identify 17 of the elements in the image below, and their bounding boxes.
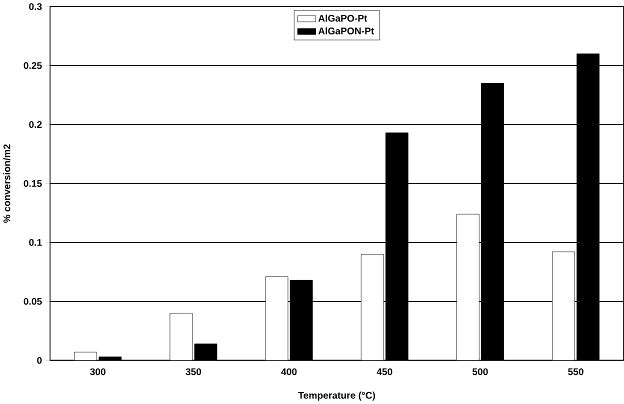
y-tick-label: 0 xyxy=(37,357,42,364)
x-axis-title: Temperature (°C) xyxy=(298,392,376,401)
legend-label: AlGaPON-Pt xyxy=(318,27,374,34)
x-tick-label: 500 xyxy=(472,368,488,376)
y-tick-label: 0.05 xyxy=(24,298,42,305)
y-axis-title: % conversion/m2 xyxy=(3,144,10,223)
y-tick-label: 0.25 xyxy=(24,62,42,70)
y-tick-label: 0.1 xyxy=(29,239,42,246)
y-tick-label: 0.2 xyxy=(29,121,42,128)
y-tick-label: 0.15 xyxy=(24,180,42,187)
y-tick-label: 0.3 xyxy=(29,3,42,10)
legend-label: AlGaPO-Pt xyxy=(318,14,368,22)
x-tick-label: 550 xyxy=(568,368,584,376)
x-tick-label: 300 xyxy=(90,368,106,376)
x-tick-label: 450 xyxy=(376,368,392,376)
x-tick-label: 400 xyxy=(281,368,297,376)
x-tick-label: 350 xyxy=(186,368,202,376)
